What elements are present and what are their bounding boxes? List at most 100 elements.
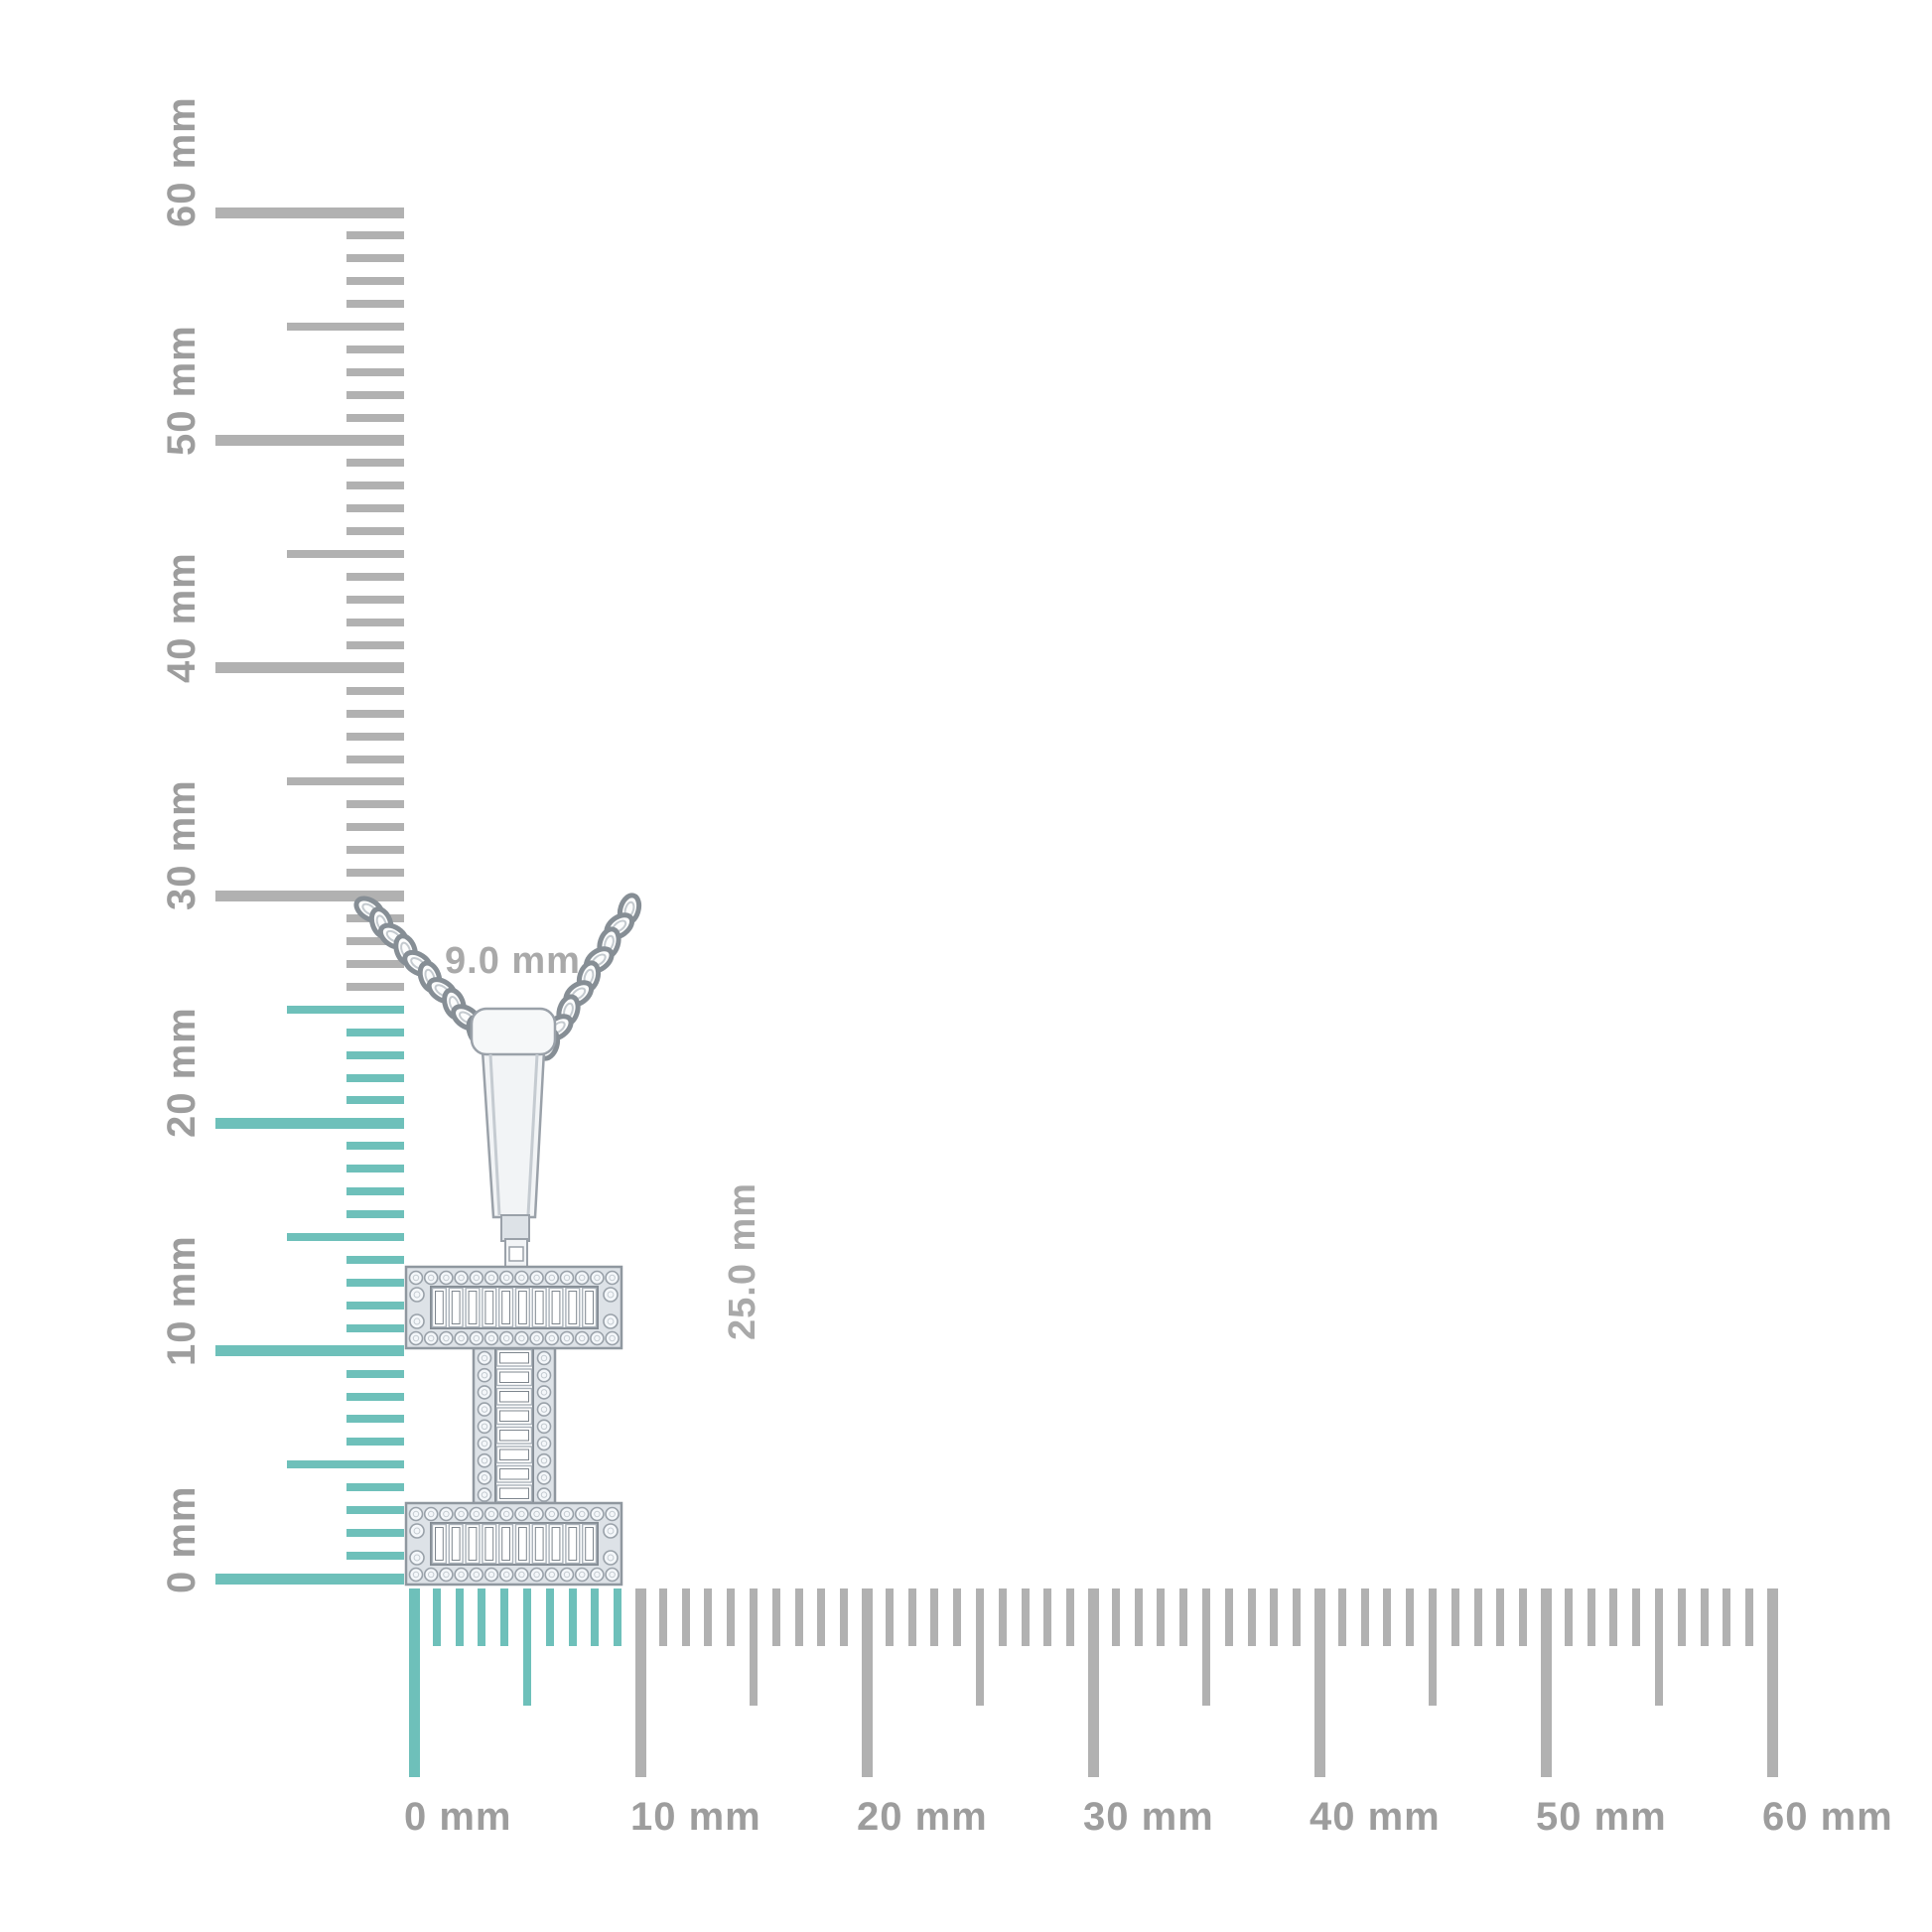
- vertical-ruler-tick: [346, 390, 404, 399]
- pave-diamond-facet: [540, 1371, 548, 1379]
- vertical-ruler-tick: [346, 732, 404, 741]
- pave-diamond-facet: [487, 1510, 495, 1518]
- horizontal-ruler-tick: [861, 1588, 873, 1777]
- baguette-diamond: [498, 1523, 514, 1565]
- pave-diamond-facet: [607, 1554, 615, 1562]
- horizontal-ruler-tick: [681, 1588, 690, 1646]
- pave-diamond-facet: [427, 1334, 435, 1342]
- horizontal-ruler-tick: [1723, 1588, 1731, 1646]
- pave-diamond: [603, 1523, 619, 1539]
- pave-diamond: [423, 1330, 439, 1346]
- pave-diamond: [514, 1506, 529, 1522]
- vertical-ruler-tick: [346, 1028, 404, 1036]
- pave-diamond-facet: [607, 1527, 615, 1535]
- baguette-diamond: [495, 1446, 533, 1464]
- pave-diamond: [544, 1506, 560, 1522]
- baguette-facet: [501, 1527, 511, 1561]
- pave-diamond: [514, 1567, 529, 1583]
- pave-diamond-facet: [548, 1571, 556, 1579]
- pave-diamond-facet: [578, 1334, 586, 1342]
- horizontal-ruler-tick: [1179, 1588, 1188, 1646]
- baguette-diamond: [495, 1426, 533, 1445]
- vertical-ruler-tick: [346, 482, 404, 490]
- pave-diamond: [477, 1350, 492, 1366]
- vertical-ruler-tick: [346, 413, 404, 422]
- pave-diamond: [605, 1567, 620, 1583]
- pave-diamond-facet: [427, 1510, 435, 1518]
- horizontal-ruler-tick: [1224, 1588, 1233, 1646]
- horizontal-ruler-tick: [1337, 1588, 1346, 1646]
- baguette-facet: [468, 1527, 478, 1561]
- pave-diamond-facet: [443, 1274, 450, 1282]
- baguette-facet: [499, 1449, 529, 1460]
- ruler-major-label: 50 mm: [1536, 1795, 1667, 1839]
- horizontal-ruler-tick: [478, 1588, 486, 1646]
- pave-diamond: [408, 1567, 424, 1583]
- pave-diamond-facet: [458, 1571, 465, 1579]
- baguette-diamond: [495, 1368, 533, 1387]
- pave-diamond-facet: [481, 1456, 488, 1464]
- pave-diamond-facet: [481, 1389, 488, 1396]
- pave-diamond: [498, 1506, 514, 1522]
- baguette-facet: [499, 1371, 529, 1383]
- pave-diamond-facet: [609, 1334, 616, 1342]
- horizontal-ruler-tick: [727, 1588, 736, 1646]
- baguette-diamond: [448, 1287, 464, 1328]
- vertical-ruler-tick: [287, 1233, 404, 1242]
- baguette-diamond: [495, 1464, 533, 1483]
- pave-diamond-facet: [540, 1491, 548, 1498]
- vertical-ruler-tick: [346, 504, 404, 513]
- pave-diamond-facet: [502, 1334, 510, 1342]
- pendant-bail: [470, 1007, 557, 1270]
- pave-diamond-facet: [548, 1334, 556, 1342]
- horizontal-ruler-tick: [1473, 1588, 1482, 1646]
- pave-diamond-facet: [481, 1406, 488, 1413]
- horizontal-ruler-tick: [1021, 1588, 1030, 1646]
- bail-top: [470, 1007, 557, 1056]
- vertical-ruler-tick: [287, 1005, 404, 1014]
- vertical-ruler-tick: [346, 618, 404, 626]
- pave-diamond: [559, 1506, 575, 1522]
- pave-diamond: [409, 1313, 425, 1329]
- horizontal-ruler-tick: [568, 1588, 577, 1646]
- vertical-ruler-tick: [346, 1187, 404, 1196]
- vertical-ruler-tick: [346, 755, 404, 763]
- pave-diamond: [536, 1452, 552, 1468]
- pave-diamond-facet: [609, 1274, 616, 1282]
- baguette-facet: [499, 1352, 529, 1364]
- horizontal-ruler-tick: [1655, 1588, 1663, 1706]
- bail-hinge-slot: [508, 1246, 524, 1262]
- width-dimension-label: 9.0 mm: [445, 940, 581, 982]
- horizontal-ruler-tick: [591, 1588, 600, 1646]
- baguette-facet: [499, 1430, 529, 1442]
- pave-diamond: [477, 1470, 492, 1485]
- horizontal-ruler-tick: [1066, 1588, 1075, 1646]
- horizontal-ruler-tick: [1429, 1588, 1437, 1706]
- horizontal-ruler-tick: [455, 1588, 464, 1646]
- horizontal-ruler-tick: [907, 1588, 916, 1646]
- horizontal-ruler-tick: [658, 1588, 667, 1646]
- vertical-ruler-tick: [346, 936, 404, 945]
- pave-diamond: [574, 1270, 590, 1286]
- vertical-ruler-tick: [215, 1345, 404, 1357]
- pave-diamond: [603, 1287, 619, 1303]
- pave-diamond: [590, 1330, 605, 1346]
- pave-diamond-facet: [481, 1371, 488, 1379]
- horizontal-ruler-tick: [500, 1588, 509, 1646]
- baguette-diamond: [465, 1523, 481, 1565]
- pave-diamond: [529, 1506, 544, 1522]
- pave-diamond-facet: [412, 1510, 420, 1518]
- pave-diamond-facet: [413, 1291, 421, 1299]
- pave-diamond-facet: [533, 1571, 540, 1579]
- pave-diamond-facet: [502, 1274, 510, 1282]
- pave-diamond: [483, 1270, 499, 1286]
- horizontal-ruler-tick: [1406, 1588, 1415, 1646]
- baguette-diamond: [565, 1287, 581, 1328]
- pave-diamond: [439, 1567, 454, 1583]
- pave-diamond: [536, 1487, 552, 1502]
- ruler-major-label: 20 mm: [857, 1795, 988, 1839]
- horizontal-ruler-tick: [930, 1588, 939, 1646]
- pave-diamond-facet: [412, 1334, 420, 1342]
- horizontal-ruler-tick: [1157, 1588, 1166, 1646]
